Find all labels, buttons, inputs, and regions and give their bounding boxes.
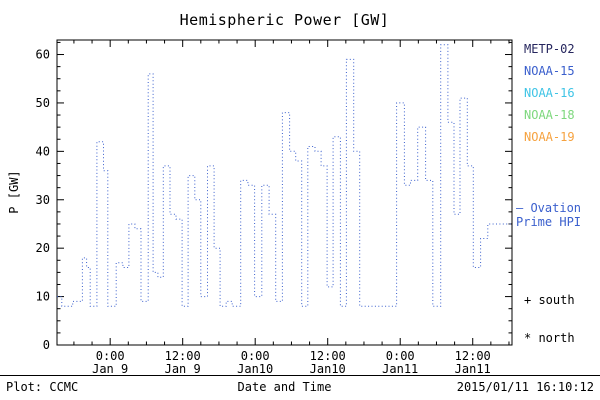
x-tick-date-label: Jan11	[455, 362, 491, 376]
legend-item-noaa15: NOAA-15	[524, 64, 575, 78]
x-tick-date-label: Jan 9	[92, 362, 128, 376]
y-tick-label: 50	[36, 96, 50, 110]
plot-source-label: Plot: CCMC	[6, 380, 79, 394]
x-tick-time-label: 0:00	[96, 349, 125, 363]
plot-frame	[56, 39, 513, 346]
y-tick-label: 20	[36, 241, 50, 255]
x-axis-label: Date and Time	[237, 380, 332, 394]
y-tick-label: 0	[43, 338, 50, 352]
ovation-label-line2: Prime HPI	[516, 215, 582, 229]
hpi-step-line	[57, 44, 512, 307]
x-tick-date-label: Jan10	[237, 362, 273, 376]
ovation-prime-hpi-label: – Ovation Prime HPI	[516, 201, 581, 229]
chart-title: Hemispheric Power [GW]	[179, 11, 390, 29]
x-tick-date-label: Jan10	[310, 362, 346, 376]
ovation-label-line1: – Ovation	[516, 201, 582, 215]
south-marker-label: + south	[524, 293, 575, 307]
y-tick-label: 10	[36, 290, 50, 304]
north-marker-label: * north	[524, 331, 575, 345]
y-tick-label: 30	[36, 193, 50, 207]
legend-item-metp02: METP-02	[524, 42, 575, 56]
x-tick-time-label: 12:00	[165, 349, 201, 363]
plot-timestamp: 2015/01/11 16:10:12	[456, 380, 594, 394]
y-tick-label: 40	[36, 144, 50, 158]
x-tick-time-label: 0:00	[386, 349, 415, 363]
y-tick-label: 60	[36, 48, 50, 62]
x-tick-time-label: 12:00	[310, 349, 346, 363]
x-tick-time-label: 12:00	[455, 349, 491, 363]
x-tick-date-label: Jan11	[382, 362, 418, 376]
legend-item-noaa16: NOAA-16	[524, 86, 575, 100]
x-tick-date-label: Jan 9	[165, 362, 201, 376]
legend-item-noaa19: NOAA-19	[524, 130, 575, 144]
y-axis-label: P [GW]	[7, 170, 21, 214]
legend-item-noaa18: NOAA-18	[524, 108, 575, 122]
x-tick-time-label: 0:00	[241, 349, 270, 363]
